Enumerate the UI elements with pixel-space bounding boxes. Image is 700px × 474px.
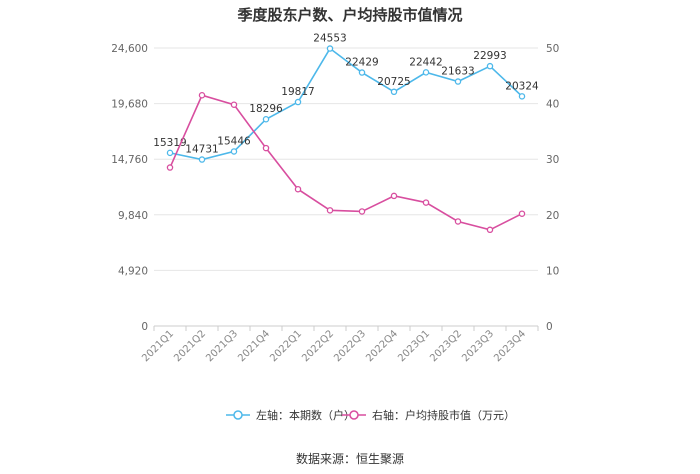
y-right-tick-label: 20	[546, 210, 559, 222]
y-left-tick-label: 19,680	[111, 99, 148, 111]
series-line-2	[169, 94, 523, 231]
data-point-series-1	[198, 156, 206, 163]
data-label-series-1: 20725	[377, 76, 410, 88]
data-point-series-2	[166, 164, 174, 171]
data-point-series-2	[198, 92, 206, 99]
x-tick-label: 2021Q4	[236, 328, 272, 364]
data-label-series-1: 15319	[153, 137, 186, 149]
data-label-series-1: 21633	[441, 66, 474, 78]
data-label-series-1: 22429	[345, 57, 378, 69]
data-point-series-2	[262, 144, 270, 152]
legend-label-1: 左轴：本期数（户）	[256, 408, 355, 422]
data-label-series-1: 15446	[217, 135, 251, 147]
x-tick-label: 2022Q4	[364, 328, 400, 364]
y-right-tick-label: 30	[546, 154, 559, 166]
data-point-series-2	[326, 207, 334, 214]
data-point-series-1	[358, 69, 366, 76]
data-label-series-1: 24553	[313, 33, 346, 45]
x-tick-label: 2022Q3	[332, 328, 368, 364]
data-point-series-2	[294, 185, 302, 193]
y-left-tick-label: 9,840	[118, 210, 148, 222]
data-point-series-1	[422, 69, 430, 76]
data-point-series-1	[294, 98, 302, 106]
data-point-series-2	[422, 199, 430, 206]
y-right-tick-label: 50	[546, 43, 559, 55]
legend-marker-1	[233, 410, 243, 420]
data-point-series-1	[486, 62, 494, 70]
chart-title: 季度股东户数、户均持股市值情况	[237, 6, 463, 24]
data-point-series-1	[454, 78, 462, 85]
data-label-series-1: 19817	[281, 86, 314, 98]
y-right-tick-label: 10	[546, 265, 559, 277]
data-label-series-1: 22442	[409, 56, 442, 68]
data-point-series-1	[518, 93, 526, 100]
y-left-tick-label: 24,600	[111, 43, 148, 55]
y-left-tick-label: 4,920	[118, 265, 148, 277]
data-label-series-1: 20324	[505, 80, 539, 92]
data-point-series-1	[262, 115, 270, 123]
y-left-tick-label: 0	[141, 321, 148, 333]
x-tick-label: 2021Q2	[172, 328, 208, 364]
data-point-series-2	[486, 226, 494, 234]
x-tick-label: 2023Q1	[396, 328, 432, 364]
data-point-series-2	[518, 210, 526, 217]
x-tick-label: 2023Q2	[428, 328, 464, 364]
data-point-series-2	[390, 192, 398, 200]
data-label-series-1: 22993	[473, 50, 506, 62]
y-left-tick-label: 14,760	[111, 154, 148, 166]
data-label-series-1: 18296	[249, 103, 283, 115]
data-point-series-1	[390, 88, 398, 96]
x-tick-label: 2023Q3	[460, 328, 496, 364]
y-right-tick-label: 40	[546, 99, 559, 111]
x-tick-label: 2022Q1	[268, 328, 304, 364]
data-source: 数据来源：恒生聚源	[295, 452, 404, 466]
data-point-series-2	[358, 208, 366, 215]
data-point-series-1	[326, 45, 334, 52]
y-right-tick-label: 0	[546, 321, 553, 333]
legend-label-2: 右轴：户均持股市值（万元）	[372, 408, 515, 422]
x-tick-label: 2021Q1	[140, 328, 176, 364]
data-point-series-1	[230, 148, 238, 155]
x-tick-label: 2021Q3	[204, 328, 240, 364]
data-label-series-1: 14731	[185, 144, 218, 156]
series-line-1	[169, 47, 523, 161]
data-point-series-2	[230, 101, 238, 108]
legend-marker-2	[349, 410, 359, 420]
data-point-series-1	[166, 149, 174, 157]
data-point-series-2	[454, 218, 462, 225]
x-tick-label: 2023Q4	[492, 328, 528, 364]
x-tick-label: 2022Q2	[300, 328, 336, 364]
